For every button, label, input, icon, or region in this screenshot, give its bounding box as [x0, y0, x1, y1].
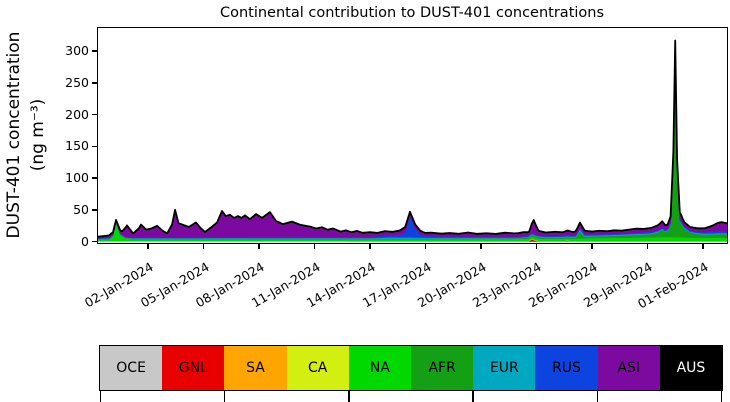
legend-tick [472, 390, 474, 402]
legend-cell-eur: EUR [473, 346, 536, 390]
chart-title: Continental contribution to DUST-401 con… [219, 5, 605, 21]
x-tick-mark [258, 244, 260, 249]
x-tick-mark [313, 244, 316, 249]
y-tick-mark [92, 82, 97, 84]
legend-tick [348, 390, 350, 402]
y-tick-mark [92, 177, 97, 179]
legend-cell-sa: SA [224, 346, 287, 390]
legend-cell-rus: RUS [535, 346, 598, 390]
legend-cell-asi: ASI [597, 346, 660, 390]
x-tick-mark [591, 244, 593, 249]
y-tick-label: 150 [65, 138, 89, 154]
legend-tick [99, 390, 102, 402]
legend-cell-oce: OCE [100, 346, 163, 390]
y-tick-label: 50 [73, 201, 89, 217]
plot-border [97, 27, 728, 244]
x-tick-mark [480, 244, 482, 249]
x-tick-mark [646, 244, 649, 249]
y-tick-label: 300 [65, 43, 89, 59]
legend-cell-afr: AFR [411, 346, 474, 390]
y-tick-mark [92, 113, 97, 116]
y-tick-label: 100 [65, 170, 89, 186]
x-tick-mark [702, 244, 704, 249]
legend-cell-ca: CA [286, 346, 349, 390]
legend-tick [223, 390, 226, 402]
x-tick-mark [535, 244, 538, 249]
x-tick-mark [424, 244, 427, 249]
legend-cell-na: NA [348, 346, 412, 390]
y-tick-mark [92, 209, 97, 211]
x-tick-mark [202, 244, 205, 249]
total-concentration-line [97, 39, 728, 238]
y-tick-mark [92, 50, 97, 52]
x-tick-mark [369, 244, 371, 249]
legend-ticks [99, 390, 723, 402]
y-tick-label: 250 [65, 74, 89, 90]
y-tick-label: 200 [65, 106, 89, 122]
y-axis-label-line1: DUST-401 concentration [4, 31, 25, 239]
legend-tick [596, 390, 599, 402]
legend-tick [720, 390, 723, 402]
legend-bar: OCE GNL SA CA NA AFR EUR RUS ASI AUS [99, 345, 723, 391]
x-tick-mark [147, 244, 149, 249]
legend-cell-aus: AUS [659, 346, 723, 390]
y-tick-label: 0 [81, 233, 89, 249]
y-tick-mark [92, 145, 97, 148]
y-tick-mark [92, 240, 97, 243]
legend-cell-gnl: GNL [162, 346, 225, 390]
